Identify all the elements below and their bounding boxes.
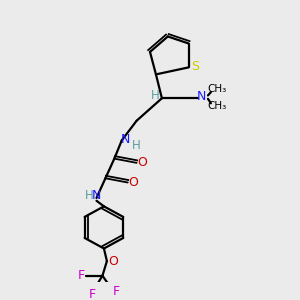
Text: N: N bbox=[196, 90, 206, 104]
Text: N: N bbox=[92, 189, 101, 202]
Text: H: H bbox=[85, 189, 93, 202]
Text: N: N bbox=[121, 133, 130, 146]
Text: H: H bbox=[151, 89, 160, 102]
Text: O: O bbox=[137, 156, 147, 169]
Text: O: O bbox=[128, 176, 138, 189]
Text: F: F bbox=[88, 288, 96, 300]
Text: S: S bbox=[191, 60, 199, 73]
Text: H: H bbox=[132, 139, 141, 152]
Text: F: F bbox=[78, 269, 85, 282]
Text: F: F bbox=[112, 285, 120, 298]
Text: CH₃: CH₃ bbox=[207, 84, 226, 94]
Text: CH₃: CH₃ bbox=[207, 101, 226, 111]
Text: O: O bbox=[109, 255, 118, 268]
